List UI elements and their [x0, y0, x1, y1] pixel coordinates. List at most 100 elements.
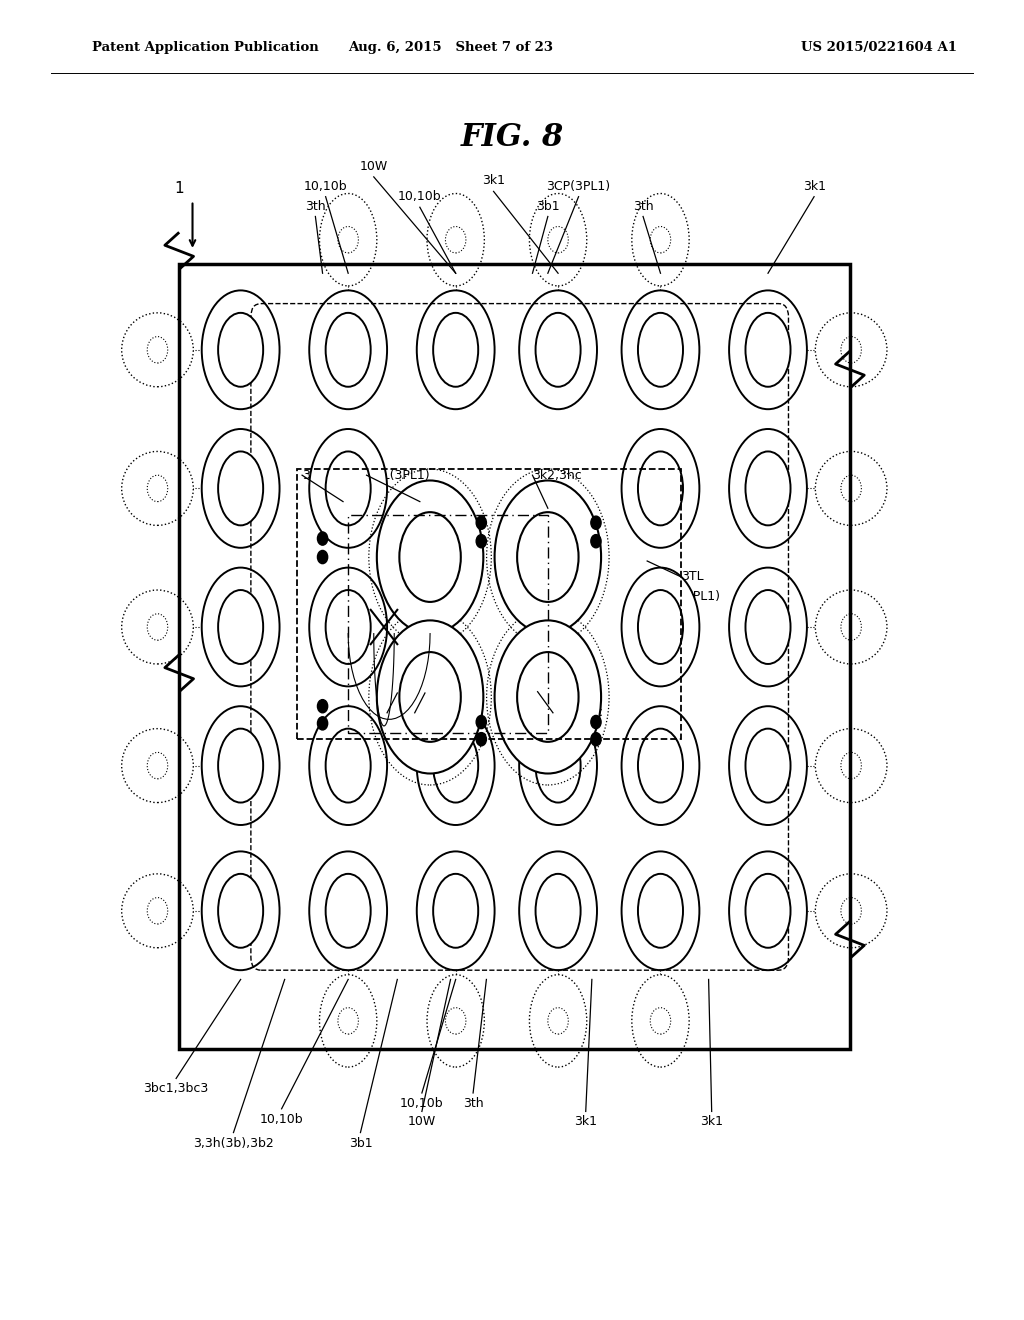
Text: FIG. 8: FIG. 8: [461, 121, 563, 153]
Text: B: B: [387, 706, 395, 719]
Ellipse shape: [638, 590, 683, 664]
Text: (3PL1): (3PL1): [681, 590, 721, 603]
Text: 3b1: 3b1: [348, 1137, 373, 1150]
Circle shape: [338, 227, 358, 253]
Circle shape: [476, 715, 486, 729]
Ellipse shape: [529, 974, 587, 1067]
Ellipse shape: [218, 451, 263, 525]
Text: 3k2,3hc: 3k2,3hc: [532, 469, 583, 482]
Circle shape: [548, 1007, 568, 1034]
Ellipse shape: [622, 851, 699, 970]
Ellipse shape: [309, 568, 387, 686]
Circle shape: [841, 337, 861, 363]
Ellipse shape: [218, 590, 263, 664]
Ellipse shape: [729, 706, 807, 825]
Text: 1: 1: [174, 181, 184, 197]
Ellipse shape: [202, 429, 280, 548]
Ellipse shape: [729, 429, 807, 548]
Text: 3k1: 3k1: [700, 1115, 723, 1129]
Text: 3,3h(3b),3b2: 3,3h(3b),3b2: [194, 1137, 273, 1150]
Ellipse shape: [815, 729, 887, 803]
Circle shape: [147, 475, 168, 502]
Ellipse shape: [309, 851, 387, 970]
Ellipse shape: [326, 451, 371, 525]
Ellipse shape: [326, 590, 371, 664]
Circle shape: [591, 733, 601, 746]
Ellipse shape: [815, 874, 887, 948]
Ellipse shape: [729, 290, 807, 409]
Text: 3b1: 3b1: [536, 199, 560, 213]
Ellipse shape: [427, 974, 484, 1067]
Circle shape: [317, 532, 328, 545]
Text: 10,10b: 10,10b: [400, 1097, 443, 1110]
Ellipse shape: [319, 974, 377, 1067]
Ellipse shape: [495, 480, 601, 634]
Ellipse shape: [417, 706, 495, 825]
Text: 3th: 3th: [305, 199, 326, 213]
Circle shape: [841, 614, 861, 640]
Circle shape: [591, 516, 601, 529]
Text: 3CP(3PL1): 3CP(3PL1): [547, 180, 610, 193]
Ellipse shape: [745, 313, 791, 387]
Text: 3TL(3PL1): 3TL(3PL1): [367, 469, 429, 482]
Ellipse shape: [519, 706, 597, 825]
Ellipse shape: [122, 313, 194, 387]
Ellipse shape: [326, 729, 371, 803]
Circle shape: [317, 550, 328, 564]
Ellipse shape: [122, 451, 194, 525]
Circle shape: [841, 752, 861, 779]
Text: 3k1: 3k1: [574, 1115, 597, 1129]
Text: US 2015/0221604 A1: US 2015/0221604 A1: [802, 41, 957, 54]
Text: Aug. 6, 2015   Sheet 7 of 23: Aug. 6, 2015 Sheet 7 of 23: [348, 41, 553, 54]
Ellipse shape: [309, 429, 387, 548]
Ellipse shape: [495, 620, 601, 774]
Circle shape: [841, 898, 861, 924]
Text: 3th: 3th: [633, 199, 653, 213]
Text: 3pk1: 3pk1: [302, 469, 333, 482]
Ellipse shape: [218, 729, 263, 803]
Ellipse shape: [815, 590, 887, 664]
Circle shape: [591, 535, 601, 548]
Ellipse shape: [815, 313, 887, 387]
Ellipse shape: [309, 290, 387, 409]
Ellipse shape: [745, 451, 791, 525]
Text: 3k2,3hc: 3k2,3hc: [553, 706, 603, 719]
Circle shape: [548, 227, 568, 253]
Ellipse shape: [202, 290, 280, 409]
Ellipse shape: [309, 706, 387, 825]
Ellipse shape: [638, 313, 683, 387]
Circle shape: [650, 227, 671, 253]
Ellipse shape: [622, 429, 699, 548]
Text: 10,10b: 10,10b: [260, 1113, 303, 1126]
Ellipse shape: [417, 290, 495, 409]
Ellipse shape: [417, 851, 495, 970]
Ellipse shape: [202, 568, 280, 686]
Ellipse shape: [632, 974, 689, 1067]
Circle shape: [147, 898, 168, 924]
Ellipse shape: [622, 290, 699, 409]
Ellipse shape: [622, 706, 699, 825]
Ellipse shape: [319, 194, 377, 286]
Ellipse shape: [529, 194, 587, 286]
Ellipse shape: [427, 194, 484, 286]
Text: Patent Application Publication: Patent Application Publication: [92, 41, 318, 54]
Ellipse shape: [536, 729, 581, 803]
Ellipse shape: [326, 313, 371, 387]
Ellipse shape: [519, 290, 597, 409]
Text: 3bc1,3bc3: 3bc1,3bc3: [143, 1082, 209, 1096]
Ellipse shape: [632, 194, 689, 286]
Text: 3TL: 3TL: [681, 570, 703, 583]
Ellipse shape: [745, 874, 791, 948]
Ellipse shape: [399, 512, 461, 602]
Ellipse shape: [745, 590, 791, 664]
Ellipse shape: [433, 313, 478, 387]
Circle shape: [147, 752, 168, 779]
Ellipse shape: [399, 652, 461, 742]
Ellipse shape: [638, 451, 683, 525]
Ellipse shape: [536, 313, 581, 387]
Ellipse shape: [517, 652, 579, 742]
Text: 3pk1: 3pk1: [415, 706, 445, 719]
Ellipse shape: [122, 729, 194, 803]
Ellipse shape: [377, 480, 483, 634]
Ellipse shape: [622, 568, 699, 686]
